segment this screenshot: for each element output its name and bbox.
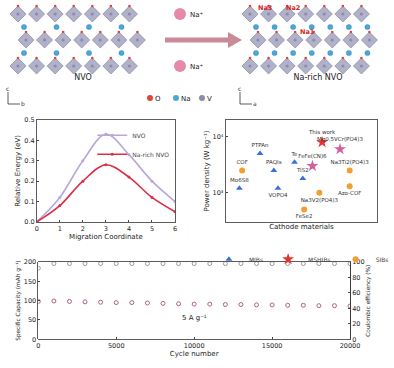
svg-text:O: O — [155, 95, 161, 103]
svg-text:Na⁺: Na⁺ — [190, 11, 204, 19]
svg-text:1: 1 — [58, 225, 62, 233]
svg-text:Na3: Na3 — [258, 4, 272, 12]
svg-text:15000: 15000 — [262, 342, 283, 350]
svg-text:10⁴: 10⁴ — [213, 133, 224, 141]
svg-text:5 A g⁻¹: 5 A g⁻¹ — [182, 314, 207, 322]
svg-text:5: 5 — [150, 225, 154, 233]
svg-text:60: 60 — [352, 289, 360, 297]
svg-text:Migration Coordinate: Migration Coordinate — [69, 233, 143, 241]
svg-text:6: 6 — [173, 225, 177, 233]
svg-text:Relative Energy (eV): Relative Energy (eV) — [14, 135, 22, 207]
svg-text:Na3Ti2(PO4)3: Na3Ti2(PO4)3 — [331, 159, 370, 165]
svg-text:a: a — [253, 100, 257, 107]
svg-text:MIBs: MIBs — [249, 256, 263, 263]
svg-text:Specific Capacity (mAh g⁻¹): Specific Capacity (mAh g⁻¹) — [15, 261, 22, 341]
svg-text:40: 40 — [352, 305, 360, 313]
svg-text:Na-rich NVO: Na-rich NVO — [132, 151, 169, 158]
svg-text:10000: 10000 — [184, 342, 205, 350]
svg-text:b: b — [21, 100, 25, 107]
svg-text:PAQIs: PAQIs — [266, 159, 282, 165]
svg-text:Na-rich NVO: Na-rich NVO — [294, 73, 343, 82]
svg-text:This work: This work — [308, 129, 336, 135]
svg-text:Mo6S8: Mo6S8 — [230, 177, 249, 183]
svg-text:100: 100 — [24, 297, 36, 305]
svg-text:0.3: 0.3 — [24, 157, 34, 165]
svg-text:80: 80 — [352, 274, 360, 282]
svg-text:NVO: NVO — [74, 73, 92, 82]
svg-text:0.1: 0.1 — [24, 198, 34, 206]
svg-text:0.5: 0.5 — [24, 116, 34, 124]
svg-text:FeSe2: FeSe2 — [296, 213, 313, 219]
svg-text:Power density (W kg⁻¹): Power density (W kg⁻¹) — [203, 130, 211, 211]
svg-text:2: 2 — [81, 225, 85, 233]
svg-text:Na: Na — [181, 95, 191, 103]
svg-text:Azo-COF: Azo-COF — [338, 190, 361, 196]
svg-text:TiS2: TiS2 — [296, 167, 309, 173]
svg-text:c: c — [238, 85, 241, 92]
svg-text:50: 50 — [28, 316, 36, 324]
svg-text:20: 20 — [352, 320, 360, 328]
svg-text:VOPO4: VOPO4 — [268, 192, 288, 198]
svg-text:0: 0 — [352, 336, 356, 344]
svg-text:NVO: NVO — [132, 132, 145, 139]
svg-text:0: 0 — [32, 336, 36, 344]
svg-text:Na3V2(PO4)3: Na3V2(PO4)3 — [301, 197, 339, 203]
svg-text:SIBs: SIBs — [376, 256, 389, 263]
svg-text:Na2: Na2 — [286, 4, 300, 12]
svg-text:150: 150 — [24, 278, 36, 286]
svg-text:10³: 10³ — [213, 189, 224, 197]
svg-text:Na⁺: Na⁺ — [190, 63, 204, 71]
svg-text:Coulombic efficiency (%): Coulombic efficiency (%) — [365, 265, 372, 337]
svg-text:0: 0 — [36, 342, 40, 350]
svg-text:Te: Te — [291, 151, 298, 157]
svg-text:Cathode materials: Cathode materials — [269, 223, 334, 231]
svg-text:200: 200 — [24, 258, 36, 266]
svg-text:0.4: 0.4 — [24, 137, 34, 145]
svg-text:Cycle number: Cycle number — [170, 350, 219, 358]
svg-text:0: 0 — [35, 225, 39, 233]
svg-text:5000: 5000 — [108, 342, 125, 350]
svg-text:4: 4 — [127, 225, 131, 233]
svg-text:Mg0.5VCr(PO4)3: Mg0.5VCr(PO4)3 — [317, 136, 363, 143]
svg-text:MSHIBs: MSHIBs — [308, 256, 331, 263]
svg-text:20000: 20000 — [340, 342, 361, 350]
svg-text:c: c — [6, 85, 9, 92]
svg-text:100: 100 — [352, 258, 365, 267]
svg-text:0.0: 0.0 — [24, 218, 34, 226]
svg-text:V: V — [207, 95, 212, 103]
svg-text:COF: COF — [236, 159, 247, 165]
svg-text:Na1: Na1 — [300, 28, 315, 36]
svg-text:3: 3 — [104, 225, 108, 233]
svg-text:FeFe(CN)6: FeFe(CN)6 — [298, 153, 327, 159]
svg-text:PTPAn: PTPAn — [252, 142, 269, 148]
svg-text:0.2: 0.2 — [24, 177, 34, 185]
